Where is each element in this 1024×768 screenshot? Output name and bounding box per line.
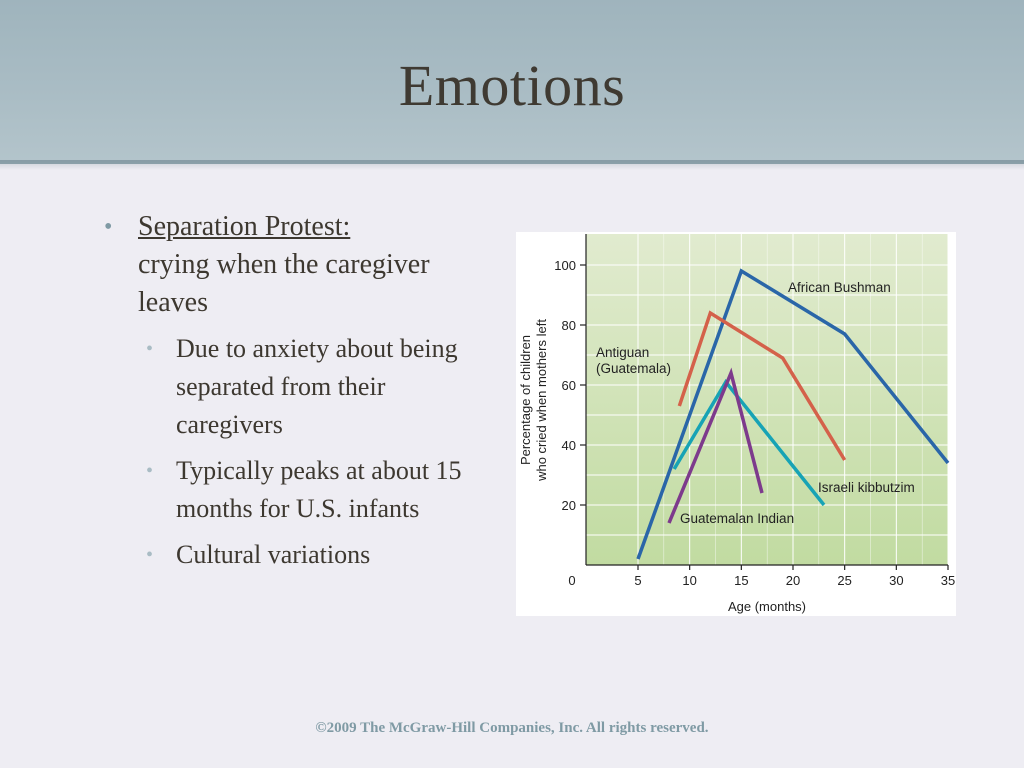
x-tick-label: 10 (682, 573, 696, 588)
series-line-guatemalan-indian (667, 367, 764, 524)
y-tick-label: 80 (562, 318, 576, 333)
y-axis-label-line2: who cried when mothers left (534, 319, 549, 482)
y-axis-label-line1: Percentage of children (518, 335, 533, 465)
separation-protest-chart: 20 40 60 80 100 0 5 10 15 20 25 30 35 Age (months) Per… (516, 232, 956, 616)
bullet-dot-icon: • (104, 214, 113, 240)
series-line-antiguan-guatemala- (677, 310, 847, 461)
bullet-separation-protest: • Separation Protest: crying when the ca… (104, 208, 464, 322)
x-tick-label: 35 (941, 573, 955, 588)
sub-bullet: • Due to anxiety about being separated f… (104, 330, 464, 444)
series-label: Israeli kibbutzim (818, 480, 915, 495)
x-tick-label: 5 (634, 573, 641, 588)
sub-bullet: • Typically peaks at about 15 months for… (104, 452, 464, 528)
series-label: (Guatemala) (596, 361, 671, 376)
sub-bullet: • Cultural variations (104, 536, 464, 574)
sub-bullet-text: Due to anxiety about being separated fro… (176, 334, 458, 439)
line-chart-svg: 20 40 60 80 100 0 5 10 15 20 25 30 35 Age (months) Per… (518, 234, 955, 614)
x-tick-label: 20 (786, 573, 800, 588)
y-tick-label: 40 (562, 438, 576, 453)
sub-bullet-dot-icon: • (146, 338, 154, 360)
bullet-list: • Separation Protest: crying when the ca… (104, 208, 464, 574)
y-tick-label: 20 (562, 498, 576, 513)
series-label: Guatemalan Indian (680, 511, 794, 526)
y-tick-label: 60 (562, 378, 576, 393)
bullet-text: crying when the caregiver leaves (138, 249, 430, 318)
sub-bullet-text: Typically peaks at about 15 months for U… (176, 456, 462, 523)
title-banner (0, 0, 1024, 170)
sub-bullet-text: Cultural variations (176, 540, 371, 569)
series-line-african-bushman (636, 268, 950, 560)
sub-bullet-dot-icon: • (146, 544, 154, 566)
x-tick-label: 25 (837, 573, 851, 588)
series-label: African Bushman (788, 280, 891, 295)
y-tick-label: 100 (554, 258, 576, 273)
bullet-heading: Separation Protest: (138, 211, 351, 242)
sub-bullet-dot-icon: • (146, 460, 154, 482)
copyright-footer: ©2009 The McGraw-Hill Companies, Inc. Al… (315, 720, 709, 736)
x-tick-label: 30 (889, 573, 903, 588)
x-axis-label: Age (months) (728, 599, 806, 614)
slide-title: Emotions (398, 53, 626, 118)
series-label: Antiguan (596, 345, 649, 360)
x-tick-label: 15 (734, 573, 748, 588)
x-tick-label: 0 (568, 573, 575, 588)
